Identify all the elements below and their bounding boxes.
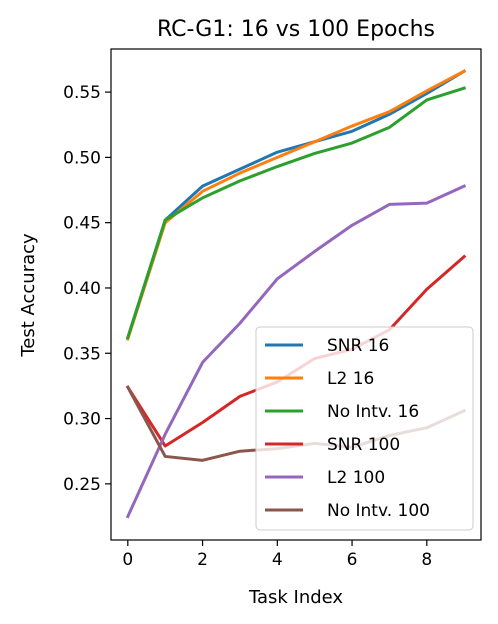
- y-axis-ticks: 0.25 0.30 0.35 0.40 0.45 0.50 0.55: [63, 83, 111, 495]
- plot-frame: [110, 48, 482, 541]
- x-axis-label: Task Index: [248, 587, 343, 608]
- y-tick-label: 0.45: [63, 214, 101, 234]
- y-tick-label: 0.40: [63, 279, 101, 299]
- legend-label-1: L2 16: [327, 369, 374, 389]
- x-tick-label: 8: [421, 550, 432, 570]
- x-axis-ticks: 0 2 4 6 8: [122, 540, 432, 570]
- legend-label-0: SNR 16: [327, 336, 389, 356]
- chart-title: RC-G1: 16 vs 100 Epochs: [157, 17, 435, 42]
- legend-label-4: L2 100: [327, 468, 385, 488]
- legend-box: [255, 326, 474, 531]
- y-axis-label: Test Accuracy: [18, 233, 39, 358]
- x-tick-label: 0: [122, 550, 133, 570]
- series-line-1: [125, 69, 467, 341]
- y-tick-label: 0.55: [63, 83, 101, 103]
- y-tick-label: 0.35: [63, 344, 101, 364]
- legend-items: SNR 16 L2 16 No Intv. 16 SNR 100 L2 100 No In…: [265, 336, 430, 521]
- series-line-4: [125, 184, 467, 519]
- x-tick-label: 6: [347, 550, 358, 570]
- legend-label-2: No Intv. 16: [327, 402, 419, 422]
- legend-label-5: No Intv. 100: [327, 501, 430, 521]
- series-line-2: [125, 86, 467, 340]
- legend: SNR 16 L2 16 No Intv. 16 SNR 100 L2 100 No In…: [255, 326, 474, 531]
- x-tick-label: 2: [197, 550, 208, 570]
- y-tick-label: 0.25: [63, 475, 101, 495]
- y-tick-label: 0.50: [63, 148, 101, 168]
- series-line-0: [125, 69, 467, 340]
- legend-label-3: SNR 100: [327, 435, 400, 455]
- y-tick-label: 0.30: [63, 410, 101, 430]
- x-tick-label: 4: [272, 550, 283, 570]
